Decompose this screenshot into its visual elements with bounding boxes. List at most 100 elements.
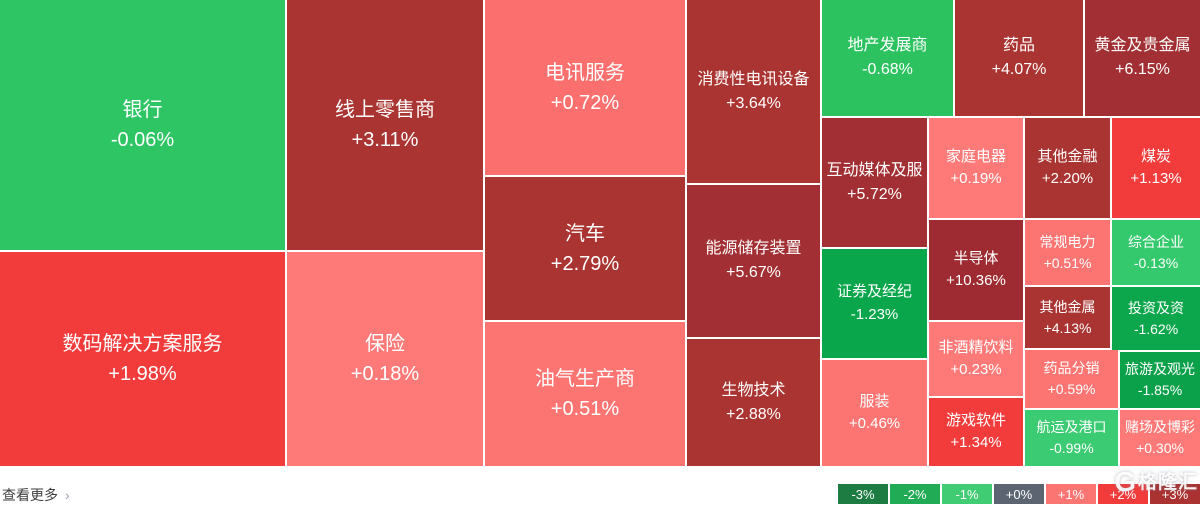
sector-name: 药品分销 — [1043, 360, 1100, 376]
sector-tile[interactable]: 银行 -0.06% — [0, 0, 285, 250]
sector-tile[interactable]: 证券及经纪 -1.23% — [822, 249, 927, 358]
sector-change-pct: +5.67% — [726, 264, 781, 281]
sector-change-pct: +0.51% — [1043, 254, 1092, 271]
sector-tile[interactable]: 保险 +0.18% — [287, 252, 483, 466]
sector-tile[interactable]: 投资及资 -1.62% — [1112, 287, 1200, 350]
sector-name: 航运及港口 — [1036, 419, 1107, 435]
sector-tile[interactable]: 其他金属 +4.13% — [1025, 287, 1110, 348]
sector-tile[interactable]: 综合企业 -0.13% — [1112, 220, 1200, 285]
sector-change-pct: +5.72% — [847, 185, 902, 203]
sector-name: 能源储存装置 — [705, 240, 802, 257]
sector-name: 煤炭 — [1140, 147, 1171, 165]
sector-tile[interactable]: 航运及港口 -0.99% — [1025, 410, 1118, 466]
sector-name: 赌场及博彩 — [1125, 419, 1195, 435]
sector-name: 服装 — [859, 392, 890, 410]
legend-chip: +1% — [1046, 484, 1096, 504]
sector-name: 保险 — [365, 333, 405, 355]
sector-tile[interactable]: 半导体 +10.36% — [929, 220, 1023, 320]
sector-change-pct: -0.68% — [862, 61, 913, 78]
sector-change-pct: +0.18% — [350, 363, 420, 385]
sector-change-pct: +2.20% — [1041, 170, 1094, 187]
legend-chip: +2% — [1098, 484, 1148, 504]
legend-chip: -3% — [838, 484, 888, 504]
sector-change-pct: -0.13% — [1133, 254, 1179, 271]
sector-tile[interactable]: 常规电力 +0.51% — [1025, 220, 1110, 285]
legend-chip: +3% — [1150, 484, 1200, 504]
sector-tile[interactable]: 赌场及博彩 +0.30% — [1120, 410, 1200, 466]
sector-name: 生物技术 — [721, 381, 786, 399]
sector-change-pct: +1.98% — [108, 363, 177, 385]
sector-tile[interactable]: 线上零售商 +3.11% — [287, 0, 483, 250]
sector-tile[interactable]: 地产发展商 -0.68% — [822, 0, 953, 116]
sector-change-pct: +4.07% — [991, 61, 1047, 78]
sector-name: 数码解决方案服务 — [62, 333, 223, 355]
sector-change-pct: +3.11% — [351, 129, 419, 151]
sector-name: 消费性电讯设备 — [697, 70, 810, 88]
sector-tile[interactable]: 药品 +4.07% — [955, 0, 1083, 116]
sector-change-pct: +0.23% — [950, 361, 1002, 378]
sector-name: 油气生产商 — [535, 368, 635, 390]
sector-tile[interactable]: 数码解决方案服务 +1.98% — [0, 252, 285, 466]
sector-change-pct: +0.51% — [550, 398, 620, 420]
sector-name: 旅游及观光 — [1125, 361, 1195, 377]
sector-name: 非酒精饮料 — [938, 338, 1014, 356]
sector-change-pct: -1.62% — [1133, 320, 1179, 337]
sector-change-pct: +0.19% — [950, 170, 1002, 187]
sector-change-pct: +0.30% — [1136, 440, 1184, 456]
sector-name: 其他金属 — [1039, 298, 1096, 315]
legend-chip: -1% — [942, 484, 992, 504]
sector-change-pct: -0.06% — [110, 129, 175, 151]
sector-tile[interactable]: 黄金及贵金属 +6.15% — [1085, 0, 1200, 116]
sector-name: 证券及经纪 — [836, 283, 912, 300]
sector-tile[interactable]: 旅游及观光 -1.85% — [1120, 352, 1200, 408]
sector-name: 其他金融 — [1037, 147, 1098, 165]
legend-chip: -2% — [890, 484, 940, 504]
sector-name: 家庭电器 — [945, 147, 1006, 165]
sector-change-pct: +0.72% — [550, 91, 620, 114]
sector-tile[interactable]: 服装 +0.46% — [822, 360, 927, 466]
chevron-right-icon: › — [65, 487, 70, 503]
sector-tile[interactable]: 生物技术 +2.88% — [687, 339, 820, 466]
sector-tile[interactable]: 家庭电器 +0.19% — [929, 118, 1023, 218]
sector-tile[interactable]: 能源储存装置 +5.67% — [687, 185, 820, 337]
sector-change-pct: +6.15% — [1115, 61, 1170, 78]
sector-treemap: 银行 -0.06% 数码解决方案服务 +1.98% 线上零售商 +3.11% 保险 +0.18… — [0, 0, 1200, 466]
sector-change-pct: -1.85% — [1137, 382, 1183, 398]
legend-chip: +0% — [994, 484, 1044, 504]
sector-tile[interactable]: 游戏软件 +1.34% — [929, 398, 1023, 466]
sector-name: 综合企业 — [1128, 233, 1184, 250]
sector-tile[interactable]: 油气生产商 +0.51% — [485, 322, 685, 466]
sector-tile[interactable]: 汽车 +2.79% — [485, 177, 685, 320]
view-more-link[interactable]: 查看更多 › — [2, 485, 70, 505]
sector-name: 常规电力 — [1039, 233, 1096, 250]
sector-change-pct: +1.13% — [1130, 170, 1182, 187]
sector-change-pct: +4.13% — [1043, 319, 1092, 336]
sector-name: 电讯服务 — [545, 61, 625, 84]
sector-change-pct: +0.59% — [1047, 381, 1096, 397]
sector-name: 线上零售商 — [335, 99, 435, 121]
sector-name: 银行 — [122, 99, 163, 121]
sector-change-pct: +10.36% — [946, 272, 1006, 289]
sector-name: 半导体 — [953, 249, 999, 267]
change-scale-legend: -3% -2% -1% +0% +1% +2% +3% — [838, 484, 1200, 504]
sector-change-pct: -0.99% — [1049, 440, 1094, 456]
sector-change-pct: -1.23% — [850, 305, 899, 323]
sector-change-pct: +1.34% — [950, 434, 1002, 451]
sector-name: 地产发展商 — [847, 37, 928, 54]
sector-tile[interactable]: 煤炭 +1.13% — [1112, 118, 1200, 218]
sector-tile[interactable]: 消费性电讯设备 +3.64% — [687, 0, 820, 183]
sector-name: 投资及资 — [1128, 299, 1184, 316]
sector-tile[interactable]: 非酒精饮料 +0.23% — [929, 322, 1023, 396]
sector-change-pct: +0.46% — [848, 415, 901, 432]
sector-name: 汽车 — [565, 222, 605, 245]
sector-name: 互动媒体及服 — [826, 161, 923, 179]
sector-tile[interactable]: 互动媒体及服 +5.72% — [822, 118, 927, 247]
sector-name: 药品 — [1002, 37, 1035, 54]
sector-tile[interactable]: 其他金融 +2.20% — [1025, 118, 1110, 218]
sector-tile[interactable]: 药品分销 +0.59% — [1025, 350, 1118, 408]
sector-change-pct: +2.88% — [726, 405, 781, 423]
sector-name: 游戏软件 — [945, 411, 1006, 429]
view-more-label: 查看更多 — [2, 487, 58, 503]
sector-tile[interactable]: 电讯服务 +0.72% — [485, 0, 685, 175]
